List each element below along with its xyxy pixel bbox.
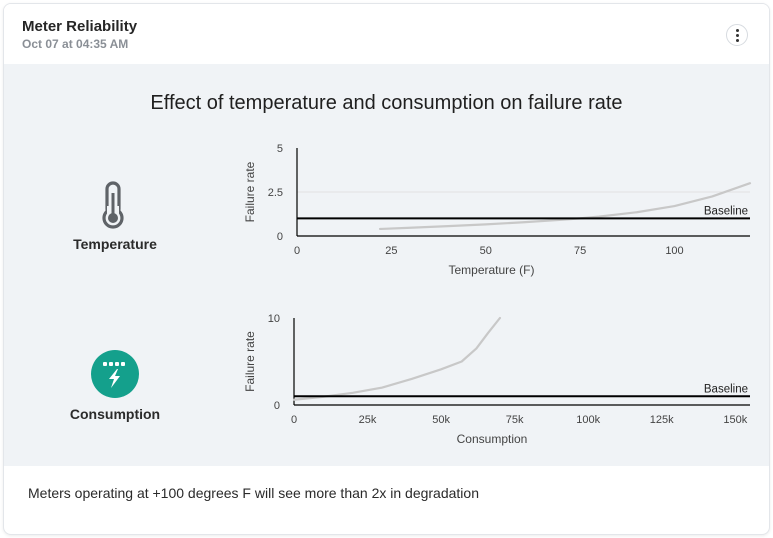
card-header: Meter Reliability Oct 07 at 04:35 AM bbox=[4, 4, 769, 64]
baseline-label: Baseline bbox=[704, 205, 748, 217]
x-tick-label: 100k bbox=[576, 414, 600, 426]
chart-main-title: Effect of temperature and consumption on… bbox=[150, 92, 623, 114]
row-label-temperature: Temperature bbox=[73, 236, 157, 252]
x-axis-label: Temperature (F) bbox=[448, 263, 534, 277]
insight-text: Meters operating at +100 degrees F will … bbox=[28, 485, 479, 501]
x-tick-label: 50 bbox=[480, 245, 492, 257]
x-axis-label: Consumption bbox=[457, 432, 528, 446]
y-axis-label: Failure rate bbox=[243, 161, 257, 222]
more-options-button[interactable] bbox=[726, 24, 748, 46]
meter-reliability-card: Meter Reliability Oct 07 at 04:35 AM Eff… bbox=[3, 3, 770, 535]
x-tick-label: 150k bbox=[723, 414, 747, 426]
y-tick-label: 5 bbox=[277, 143, 283, 155]
y-tick-label: 0 bbox=[274, 400, 280, 412]
more-vertical-icon bbox=[735, 28, 739, 43]
y-tick-label: 10 bbox=[268, 313, 280, 325]
baseline-label: Baseline bbox=[704, 383, 748, 395]
x-tick-label: 125k bbox=[650, 414, 674, 426]
thermometer-icon bbox=[100, 181, 126, 234]
x-tick-label: 75k bbox=[506, 414, 524, 426]
meter-bolt-icon bbox=[91, 350, 139, 403]
card-timestamp: Oct 07 at 04:35 AM bbox=[22, 37, 129, 51]
row-label-consumption: Consumption bbox=[69, 406, 161, 422]
x-tick-label: 0 bbox=[291, 414, 297, 426]
card-title: Meter Reliability bbox=[22, 18, 138, 35]
failure-rate-curve bbox=[292, 316, 502, 401]
failure-rate-curve bbox=[378, 182, 752, 231]
y-tick-label: 2.5 bbox=[268, 187, 283, 199]
y-tick-label: 0 bbox=[277, 231, 283, 243]
x-tick-label: 0 bbox=[294, 245, 300, 257]
y-axis-label: Failure rate bbox=[243, 331, 257, 392]
x-tick-label: 75 bbox=[574, 245, 586, 257]
x-tick-label: 25k bbox=[359, 414, 377, 426]
x-tick-label: 25 bbox=[385, 245, 397, 257]
x-tick-label: 50k bbox=[432, 414, 450, 426]
x-tick-label: 100 bbox=[665, 245, 683, 257]
chart-panel: Effect of temperature and consumption on… bbox=[4, 64, 769, 466]
consumption-chart: 0 10 0 25k 50k 75k 100k 125k 150k Consumption Fail… bbox=[243, 313, 750, 446]
